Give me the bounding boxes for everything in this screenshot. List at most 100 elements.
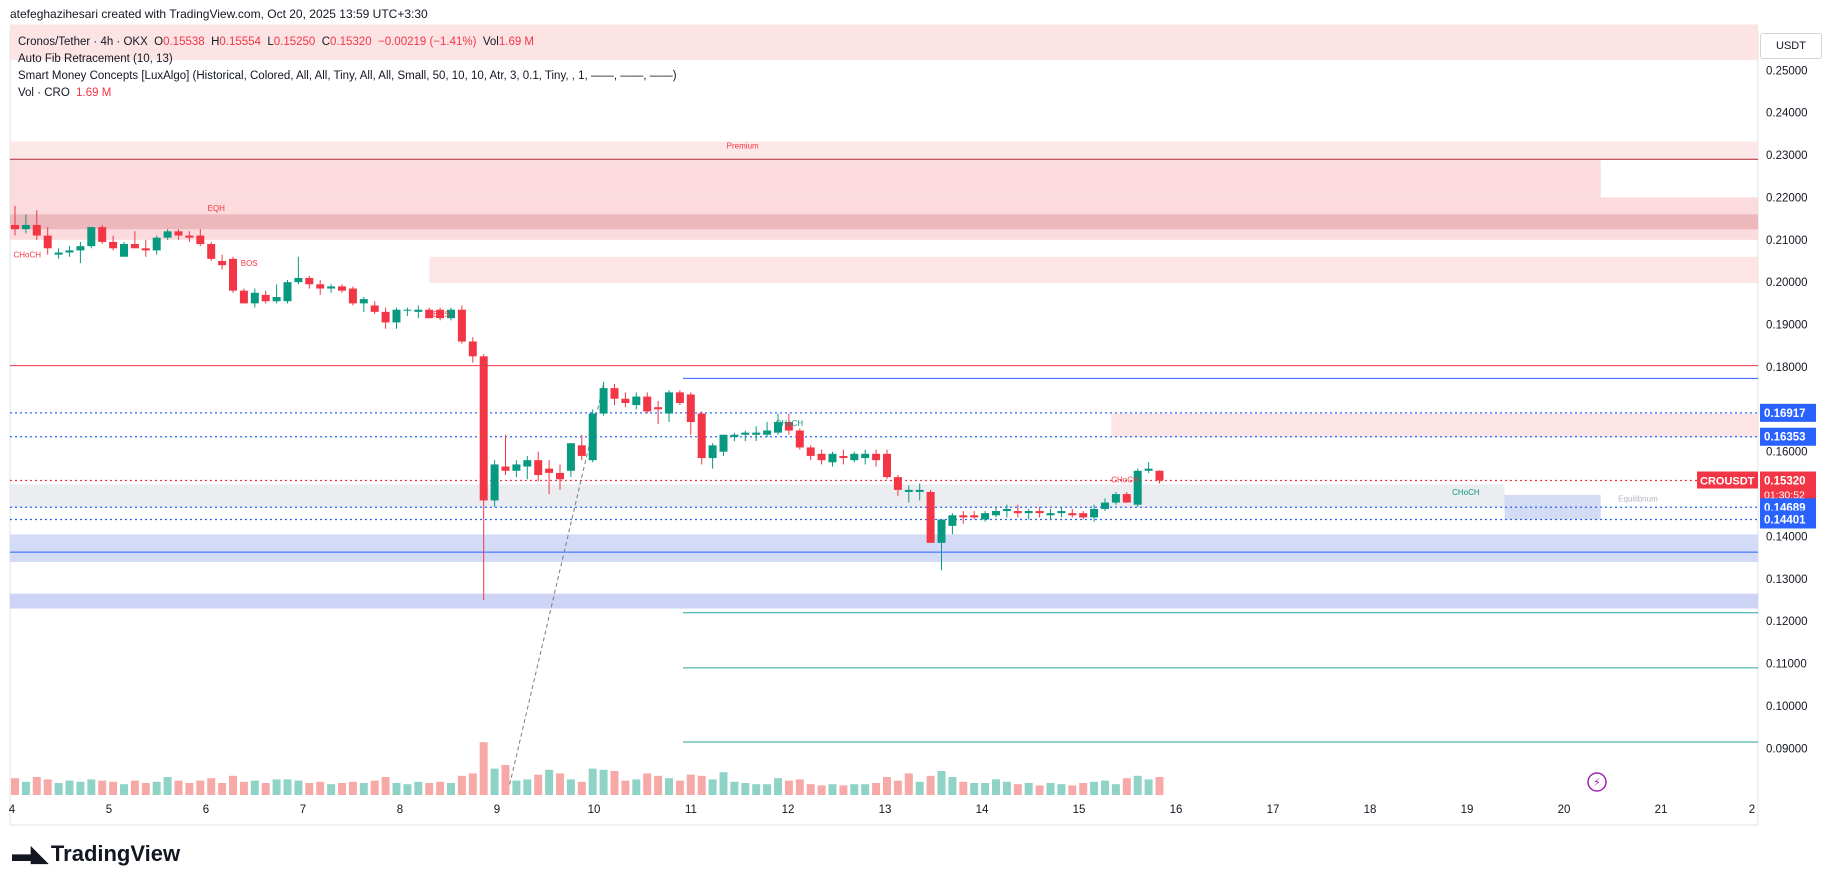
candle-body (1035, 511, 1044, 514)
volume-bar (174, 780, 183, 795)
volume-bar (141, 783, 150, 795)
volume-bar (937, 771, 946, 795)
price-level-text: 0.14401 (1764, 514, 1806, 526)
volume-bar (348, 781, 357, 795)
volume-bar (872, 783, 881, 795)
candle-body (109, 241, 118, 249)
x-tick-label: 9 (494, 804, 500, 816)
volume-bar (218, 783, 227, 795)
candle-body (566, 443, 575, 471)
legend-volume-indicator[interactable]: Vol · CRO 1.69 M (18, 87, 112, 99)
candle-body (403, 309, 412, 311)
smc-label: BOS (241, 259, 258, 268)
legend-main[interactable]: Cronos/Tether · 4h · OKX O0.15538 H0.155… (18, 36, 535, 48)
x-tick-label: 13 (879, 804, 892, 816)
smc-label: EQH (208, 204, 226, 213)
candle-body (861, 453, 870, 459)
candle-body (632, 396, 641, 406)
volume-bar (1035, 785, 1044, 795)
candle-body (338, 286, 346, 291)
y-tick-label: 0.09000 (1766, 743, 1808, 755)
candle-body (392, 309, 401, 323)
volume-bar (316, 781, 325, 795)
x-tick-label: 7 (300, 804, 306, 816)
volume-bar (795, 779, 804, 795)
candle-body (348, 288, 357, 304)
price-level-tag (1760, 510, 1816, 529)
volume-bar (229, 775, 237, 795)
volume-bar (686, 774, 695, 795)
candle-body (937, 519, 946, 543)
volume-bar (32, 777, 41, 795)
x-tick-label: 8 (397, 804, 403, 816)
volume-bar (425, 783, 434, 795)
volume-bar (185, 783, 194, 795)
candle-body (893, 477, 902, 490)
x-tick-label: 5 (106, 804, 112, 816)
volume-bar (370, 780, 379, 795)
legend-change: −0.00219 (−1.41%) (378, 36, 477, 48)
volume-bar (904, 773, 913, 795)
legend-open: 0.15538 (163, 36, 205, 48)
volume-bar (43, 779, 52, 795)
candle-body (1057, 511, 1066, 514)
candle-body (370, 305, 379, 312)
smc-zone (10, 534, 1758, 562)
volume-bar (1155, 777, 1164, 795)
x-tick-label: 2 (1749, 804, 1755, 816)
x-tick-label: 21 (1655, 804, 1668, 816)
volume-bar (490, 768, 499, 795)
volume-bar (414, 781, 423, 795)
legend-smc-indicator[interactable]: Smart Money Concepts [LuxAlgo] (Historic… (18, 70, 677, 82)
candle-body (817, 453, 826, 461)
volume-bar (730, 781, 739, 795)
volume-bar (926, 775, 935, 795)
volume-bar (272, 779, 281, 795)
volume-bar (893, 780, 902, 795)
volume-bar (1111, 784, 1120, 795)
price-level-tag (1760, 403, 1816, 422)
candle-body (534, 460, 543, 476)
volume-bar (784, 780, 793, 795)
candle-body (926, 491, 935, 543)
candle-body (643, 396, 652, 412)
candle-body (1002, 508, 1011, 512)
candle-body (686, 394, 695, 423)
candle-body (468, 341, 477, 357)
x-tick-label: 4 (9, 804, 16, 816)
candle-body (1144, 468, 1153, 471)
smc-label: CHoCH (1452, 488, 1480, 497)
volume-bar (719, 772, 728, 795)
volume-bar (741, 783, 750, 795)
volume-bar (1068, 785, 1077, 795)
smc-zone (10, 160, 1601, 198)
volume-bar (774, 778, 782, 795)
volume-bar (294, 780, 303, 795)
y-tick-label: 0.25000 (1766, 65, 1808, 77)
candle-body (665, 392, 673, 414)
volume-bar (87, 779, 96, 795)
x-tick-label: 18 (1364, 804, 1377, 816)
candle-body (621, 398, 630, 403)
candle-body (708, 445, 717, 459)
candle-body (981, 513, 990, 520)
candle-body (675, 392, 684, 403)
volume-bar (54, 783, 63, 795)
legend-fib-indicator[interactable]: Auto Fib Retracement (10, 13) (18, 53, 173, 65)
candle-body (327, 286, 336, 289)
candle-body (490, 464, 499, 501)
y-tick-label: 0.19000 (1766, 320, 1808, 332)
candle-body (305, 277, 314, 285)
volume-bar (130, 780, 139, 795)
candle-body (654, 407, 663, 410)
volume-bar (828, 784, 837, 795)
smc-label: Premium (727, 141, 759, 150)
candle-body (992, 511, 1000, 516)
currency-selector[interactable]: USDT (1760, 33, 1822, 59)
volume-bar (381, 777, 390, 795)
x-tick-label: 11 (685, 804, 697, 816)
volume-bar (11, 778, 19, 795)
candle-body (1013, 511, 1022, 514)
smc-label: Equilibrium (1618, 494, 1658, 503)
